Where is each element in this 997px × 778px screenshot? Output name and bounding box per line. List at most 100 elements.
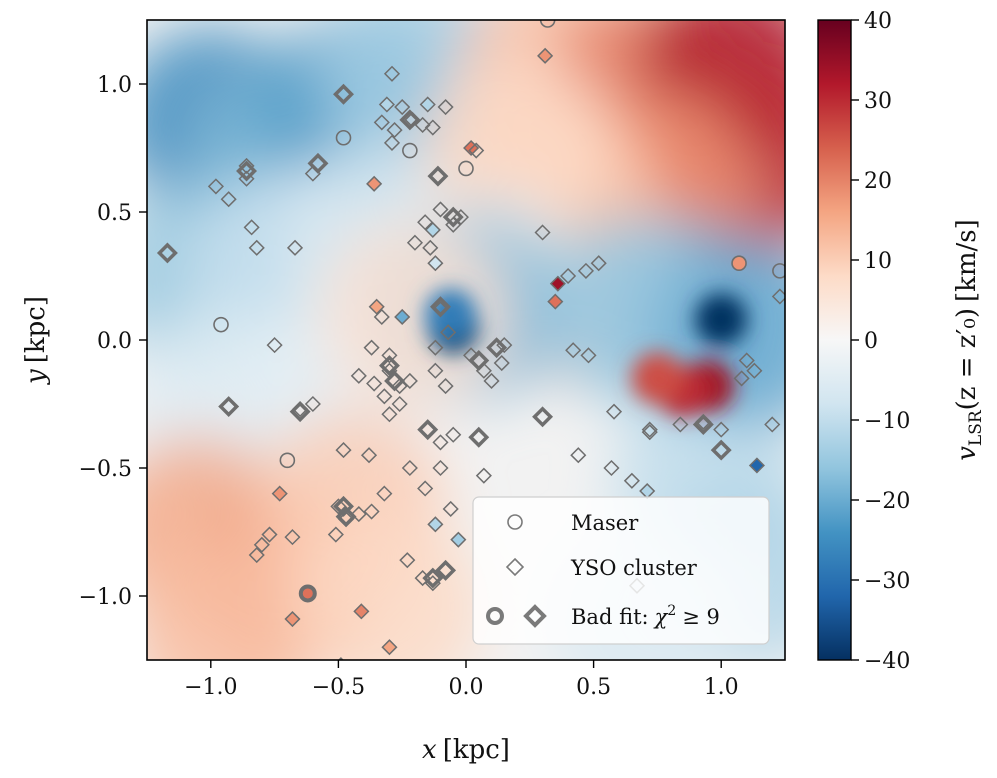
colorbar-tick-label: 40 bbox=[864, 9, 892, 34]
bad-fit-yso-marker bbox=[384, 370, 406, 392]
yso-cluster-marker bbox=[363, 503, 380, 520]
yso-cluster-marker bbox=[366, 375, 383, 392]
yso-cluster-marker bbox=[417, 480, 434, 497]
yso-cluster-marker bbox=[381, 639, 398, 656]
yso-cluster-marker bbox=[452, 209, 469, 226]
yso-cluster-marker bbox=[641, 424, 658, 441]
yso-cluster-marker bbox=[427, 255, 444, 272]
legend-maser-marker bbox=[507, 514, 523, 530]
yso-cluster-marker bbox=[764, 416, 781, 433]
colorbar-tick-label: 0 bbox=[864, 329, 878, 354]
bad-fit-yso-marker bbox=[442, 206, 464, 228]
yso-cluster-marker bbox=[746, 362, 763, 379]
y-axis: −1.0 −0.5 0.0 0.5 1.0 bbox=[79, 73, 147, 610]
yso-cluster-marker bbox=[394, 308, 411, 326]
bad-fit-yso-marker bbox=[417, 419, 439, 441]
maser-marker bbox=[539, 20, 556, 28]
legend-yso-label: YSO cluster bbox=[570, 556, 698, 580]
bad-fit-yso-marker bbox=[532, 406, 554, 428]
field-blob bbox=[294, 513, 485, 660]
legend-badfit-exp: 2 bbox=[667, 603, 676, 619]
yso-cluster-marker bbox=[286, 239, 304, 256]
y-tick-label: 0.0 bbox=[97, 329, 132, 354]
legend-badfit-circle-marker bbox=[486, 607, 504, 625]
yso-cluster-marker bbox=[417, 214, 434, 231]
maser-marker bbox=[731, 255, 747, 272]
field-diffuse bbox=[147, 20, 785, 660]
bad-fit-yso-marker bbox=[468, 350, 490, 371]
yso-cluster-marker bbox=[327, 526, 344, 543]
bad-fit-yso-marker bbox=[486, 337, 508, 359]
legend-box bbox=[472, 496, 770, 645]
yso-cluster-marker bbox=[391, 395, 408, 413]
field-blob bbox=[422, 53, 613, 243]
colorbar-label-var: v bbox=[952, 446, 982, 461]
field-blob bbox=[319, 219, 510, 410]
yso-cluster-marker bbox=[427, 516, 444, 533]
colorbar: 40 30 20 10 0 −10 −20 −30 −40 vLSR(z = z′₀) [km/s… bbox=[817, 9, 986, 674]
yso-cluster-marker bbox=[733, 370, 750, 387]
legend-badfit-chi: χ bbox=[653, 605, 669, 629]
yso-cluster-marker bbox=[549, 275, 566, 292]
bad-fit-yso-marker bbox=[218, 396, 240, 418]
field-blob bbox=[631, 352, 684, 405]
yso-cluster-marker bbox=[391, 378, 408, 395]
velocity-field bbox=[147, 20, 785, 660]
yso-cluster-marker bbox=[394, 98, 411, 116]
legend-yso-marker bbox=[505, 557, 525, 577]
yso-cluster-marker bbox=[432, 201, 449, 218]
y-axis-label: y [kpc] bbox=[21, 296, 51, 385]
colorbar-tick-label: 30 bbox=[864, 89, 892, 114]
maser-marker bbox=[213, 316, 229, 333]
colorbar-label-arg: (z = z′₀) bbox=[952, 308, 982, 410]
yso-cluster-marker bbox=[493, 354, 510, 372]
x-axis-label: x [kpc] bbox=[422, 735, 510, 765]
yso-cluster-marker bbox=[427, 362, 444, 379]
yso-cluster-marker bbox=[590, 255, 607, 272]
x-axis: −1.0 −0.5 0.0 0.5 1.0 bbox=[184, 660, 739, 700]
yso-cluster-marker bbox=[376, 388, 393, 405]
yso-cluster-marker bbox=[330, 498, 347, 515]
maser-marker bbox=[402, 142, 418, 159]
yso-cluster-marker bbox=[360, 447, 378, 464]
legend-badfit-rel: ≥ 9 bbox=[682, 605, 720, 629]
yso-cluster-marker bbox=[713, 421, 730, 438]
y-tick-label: −0.5 bbox=[79, 457, 132, 482]
legend-badfit-prefix: Bad fit: bbox=[571, 605, 649, 629]
yso-cluster-marker bbox=[383, 65, 401, 82]
yso-cluster-marker bbox=[373, 308, 390, 326]
yso-cluster-marker bbox=[366, 175, 383, 192]
bad-fit-yso-marker bbox=[333, 83, 354, 105]
maser-marker bbox=[458, 160, 474, 177]
yso-cluster-marker bbox=[363, 339, 380, 356]
bad-fit-yso-marker bbox=[468, 426, 490, 448]
bad-fit-yso-marker bbox=[156, 242, 178, 264]
yso-cluster-marker bbox=[424, 119, 441, 136]
legend: Maser YSO cluster Bad fit: χ2 ≥ 9 bbox=[472, 496, 770, 645]
maser-marker bbox=[772, 263, 785, 279]
yso-cluster-marker bbox=[419, 96, 436, 113]
bad-fit-yso-marker bbox=[430, 296, 451, 318]
yso-cluster-marker bbox=[748, 457, 765, 474]
yso-cluster-marker bbox=[570, 447, 587, 464]
colorbar-gradient bbox=[817, 19, 852, 661]
maser-marker bbox=[279, 452, 296, 469]
field-blob bbox=[424, 288, 477, 341]
y-tick-label: 0.5 bbox=[97, 201, 132, 226]
yso-cluster-marker bbox=[424, 221, 441, 238]
yso-cluster-marker bbox=[373, 114, 390, 131]
bad-fit-yso-marker bbox=[289, 401, 311, 423]
colorbar-label-sub: LSR bbox=[966, 409, 986, 446]
colorbar-tick-label: −40 bbox=[864, 649, 910, 674]
bad-fit-yso-marker bbox=[399, 109, 421, 131]
bad-fit-yso-marker bbox=[378, 355, 400, 377]
yso-cluster-marker bbox=[386, 122, 403, 139]
yso-cluster-marker bbox=[432, 459, 449, 477]
yso-cluster-marker bbox=[547, 293, 564, 310]
yso-cluster-marker bbox=[738, 352, 755, 369]
y-tick-label: 1.0 bbox=[97, 73, 132, 98]
bad-fit-yso-marker bbox=[335, 506, 357, 528]
yso-cluster-marker bbox=[537, 47, 554, 64]
yso-cluster-marker bbox=[381, 347, 398, 364]
